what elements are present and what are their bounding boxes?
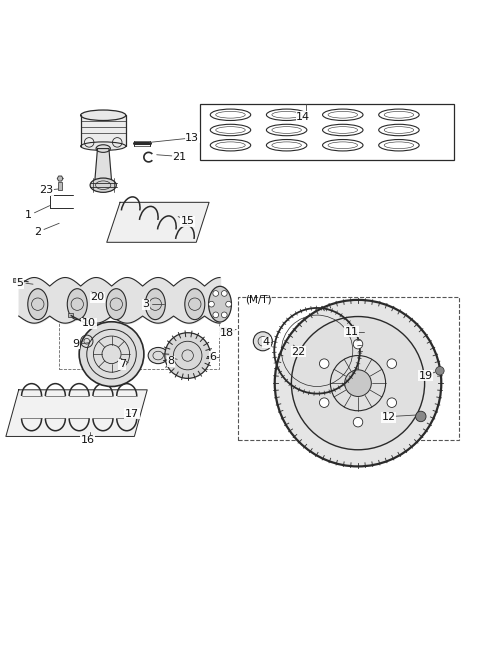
Bar [58,182,62,190]
Circle shape [213,312,218,318]
Text: 23: 23 [39,185,53,195]
Text: 9: 9 [72,339,80,349]
Bar [238,298,459,440]
Text: 14: 14 [296,112,310,122]
Circle shape [416,411,426,422]
Circle shape [165,333,211,379]
Text: 1: 1 [25,210,32,220]
Ellipse shape [81,142,126,150]
Text: 17: 17 [125,409,139,419]
Circle shape [387,359,396,368]
Text: 19: 19 [419,371,432,381]
Bar [220,326,226,332]
Bar [59,314,218,369]
Ellipse shape [209,286,231,322]
Text: (M/T): (M/T) [245,294,271,304]
Ellipse shape [145,288,165,320]
Circle shape [320,398,329,407]
Ellipse shape [96,145,110,152]
Polygon shape [107,202,209,242]
Circle shape [226,301,231,307]
Ellipse shape [185,288,205,320]
Text: 5: 5 [16,278,24,288]
Text: 21: 21 [172,152,187,162]
Circle shape [213,290,218,296]
Circle shape [345,370,372,396]
Circle shape [275,300,441,466]
Ellipse shape [148,347,168,364]
Bar [68,313,73,317]
Ellipse shape [67,288,87,320]
Text: 3: 3 [143,299,149,309]
Ellipse shape [81,110,126,120]
Bar [200,104,454,160]
Text: 12: 12 [382,413,396,422]
Text: 7: 7 [119,359,126,369]
Text: 16: 16 [81,436,95,445]
Text: 15: 15 [180,216,194,226]
Polygon shape [6,390,147,436]
Circle shape [435,366,444,375]
Polygon shape [57,176,63,181]
Ellipse shape [106,288,126,320]
Text: 10: 10 [82,318,96,328]
Text: 13: 13 [185,133,199,143]
Text: 20: 20 [90,292,104,303]
Circle shape [320,359,329,368]
Bar [12,278,20,282]
Text: 22: 22 [291,347,306,356]
Text: 18: 18 [220,328,234,337]
Ellipse shape [28,288,48,320]
Circle shape [221,312,227,318]
Text: 4: 4 [263,337,270,347]
Text: 6: 6 [209,351,216,362]
Bar [81,115,126,146]
Circle shape [291,317,425,450]
Polygon shape [95,148,112,183]
Text: 8: 8 [168,356,175,366]
Circle shape [387,398,396,407]
Text: 2: 2 [35,227,42,237]
Circle shape [209,301,214,307]
Circle shape [221,290,227,296]
Text: 11: 11 [345,327,359,337]
Circle shape [353,417,363,427]
Circle shape [79,322,144,387]
Circle shape [353,339,363,349]
Circle shape [253,332,272,351]
Ellipse shape [90,178,116,192]
